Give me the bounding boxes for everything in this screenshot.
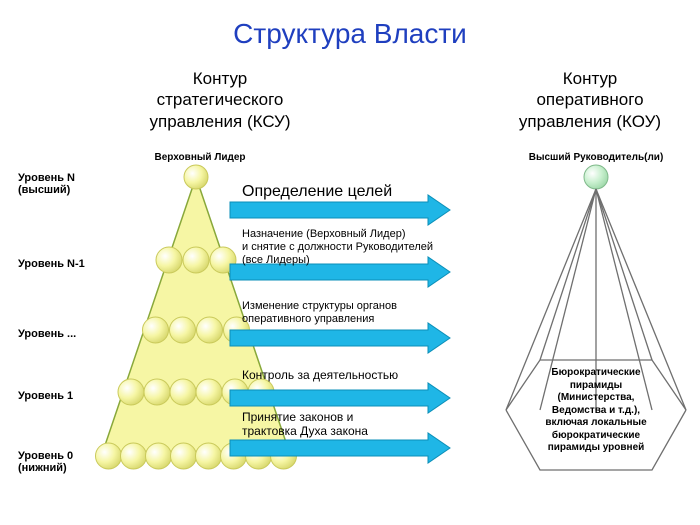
- arrow-label-2: Изменение структуры органовоперативного …: [242, 300, 492, 326]
- arrow-label-3: Контроль за деятельностью: [242, 368, 492, 382]
- arrow-label-4: Принятие законов итрактовка Духа закона: [242, 410, 492, 439]
- arrow-label-1: Назначение (Верховный Лидер)и снятие с д…: [242, 228, 492, 268]
- arrow-label-0: Определение целей: [242, 182, 492, 201]
- hex-caption: Бюрократическиепирамиды(Министерства,Вед…: [536, 367, 656, 455]
